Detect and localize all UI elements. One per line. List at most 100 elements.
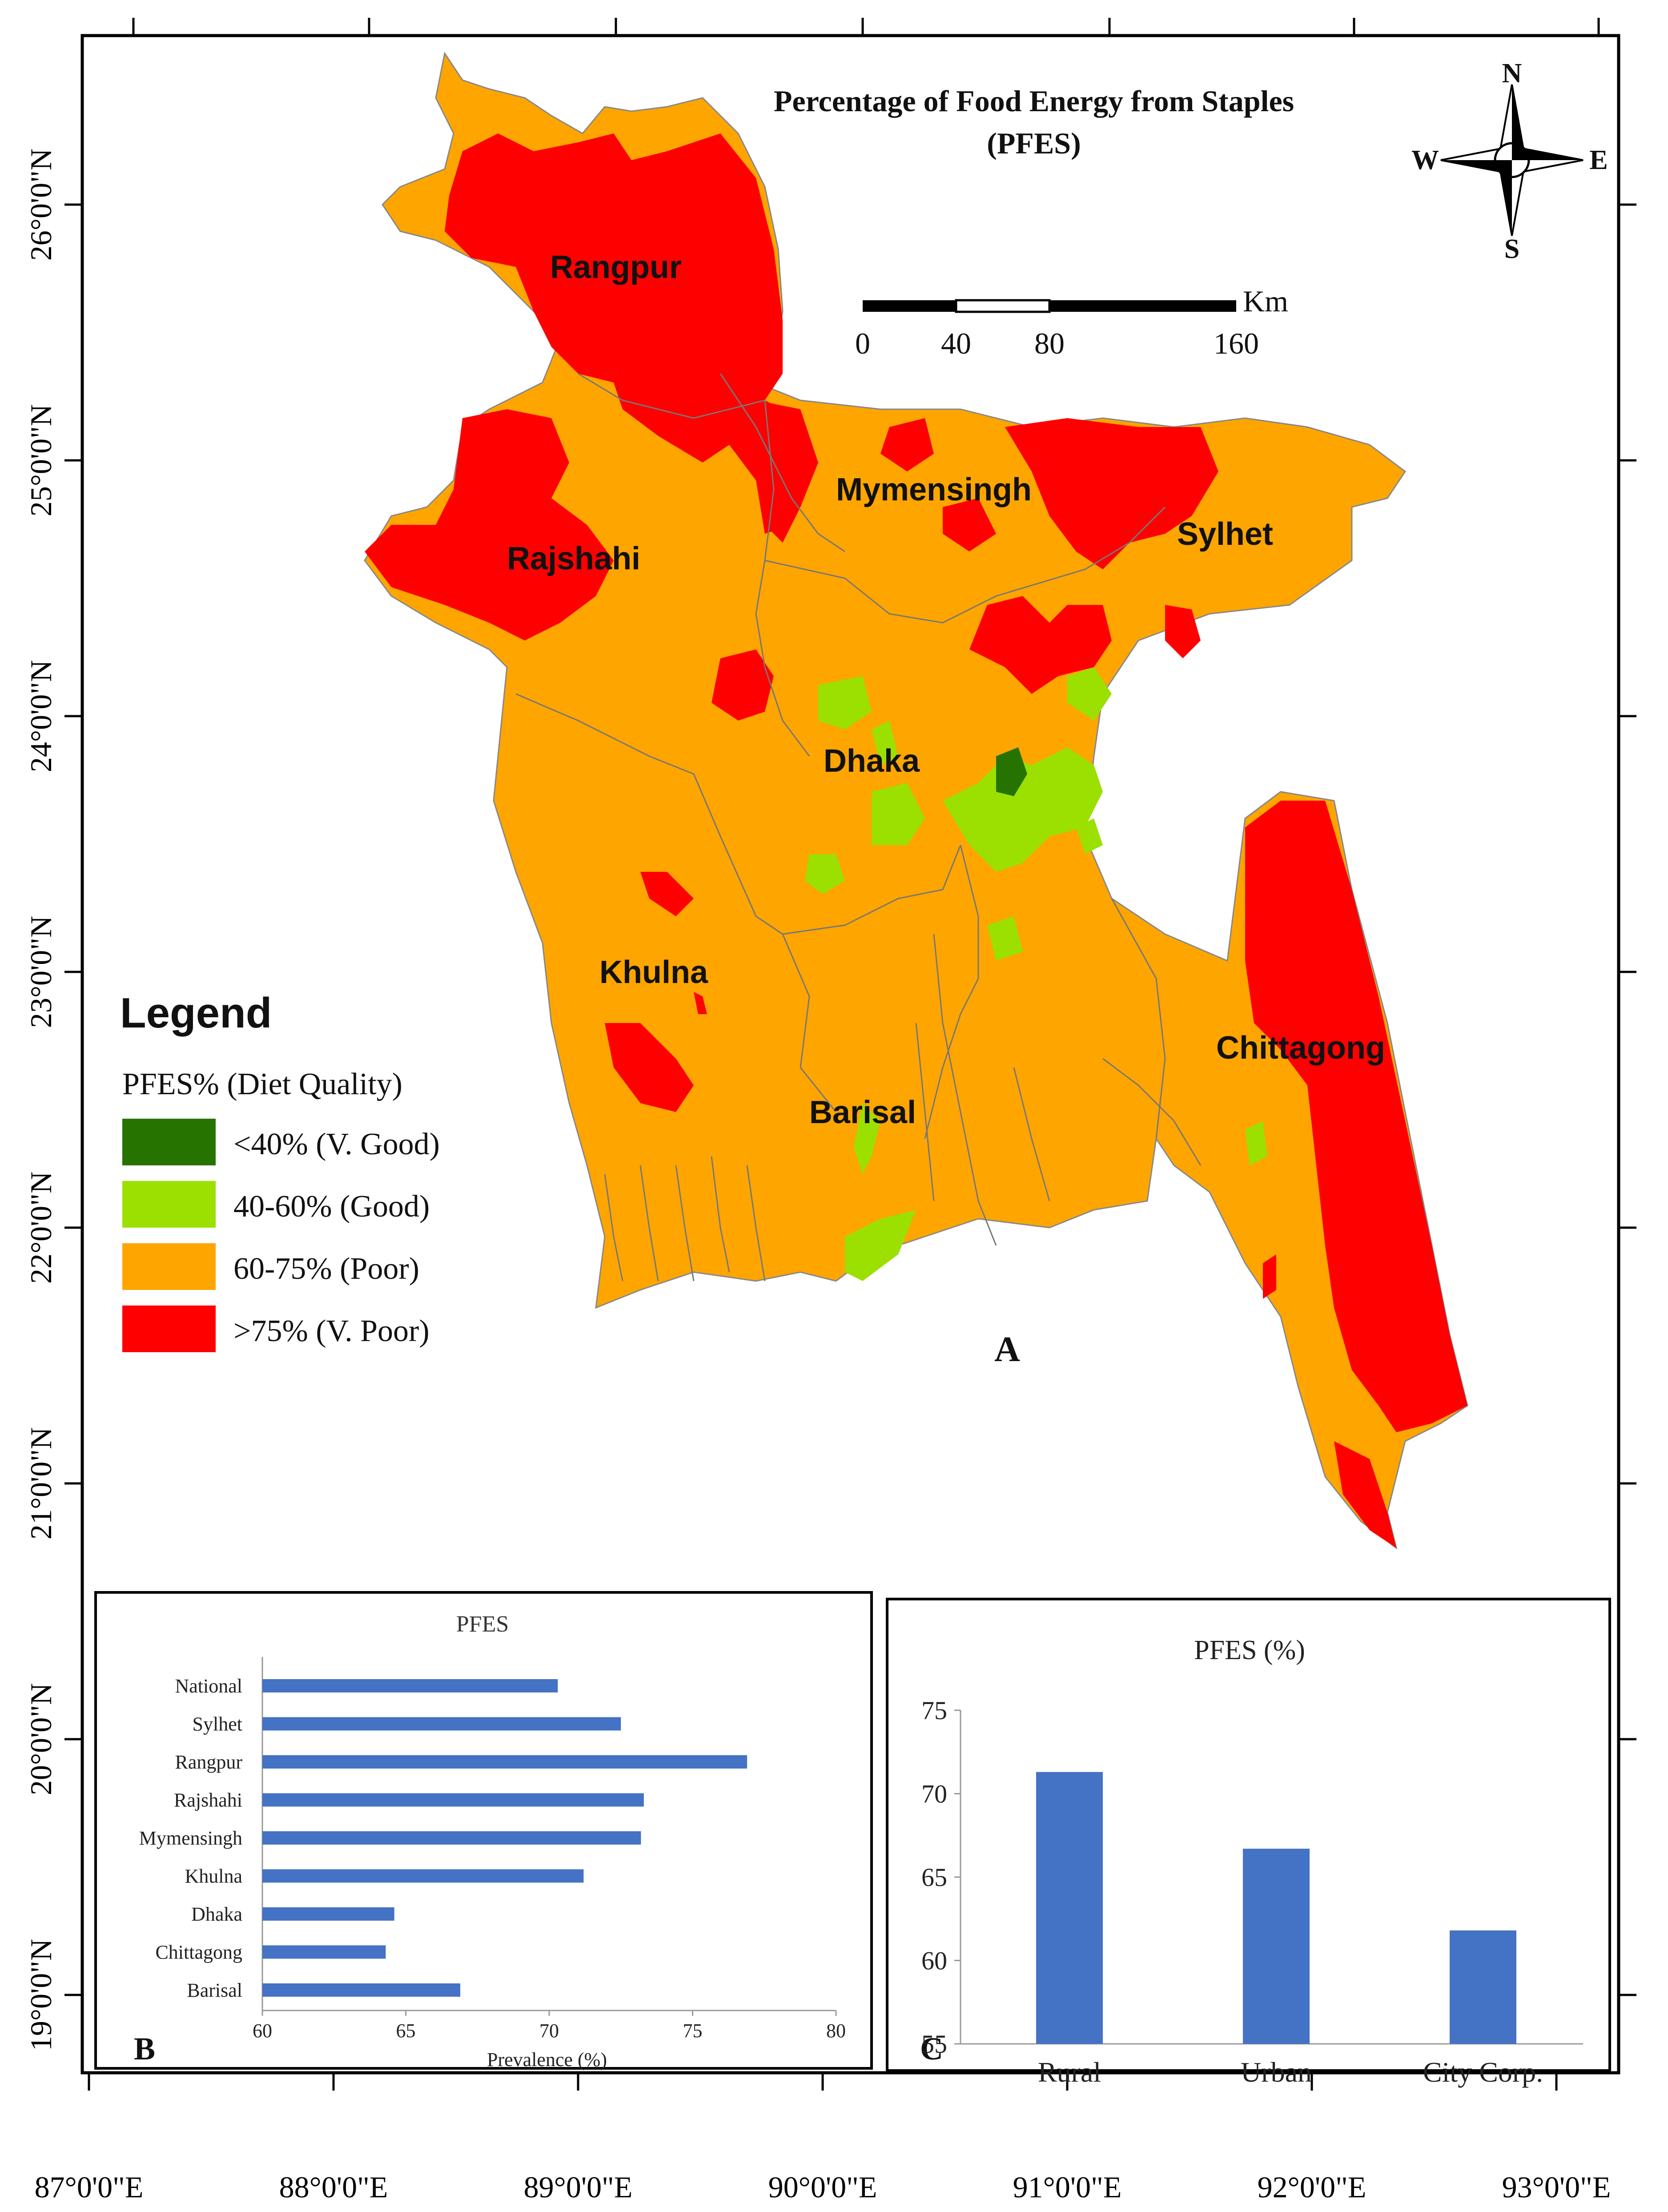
y-tick-label: 55: [921, 2030, 947, 2059]
panel-c-letter: C: [920, 2031, 943, 2067]
legend-swatch: [122, 1119, 216, 1165]
legend-subtitle: PFES% (Diet Quality): [122, 1067, 402, 1101]
compass-s: S: [1504, 234, 1519, 264]
frame-ticks: [64, 18, 1636, 2091]
delta-rivers: [604, 934, 1202, 1281]
north-arrow-icon: [1440, 84, 1584, 236]
bar-city-corp-: [1450, 1930, 1516, 2044]
x-tick-label: 70: [539, 2020, 559, 2042]
bar-rangpur: [262, 1755, 748, 1769]
panel-c: PFES (%) C 55 60 65 70 75 Rural Urban City Cor…: [886, 1598, 1611, 2088]
legend: Legend PFES% (Diet Quality) <40% (V. Goo…: [120, 989, 440, 1352]
bar-rural: [1036, 1772, 1103, 2044]
division-boundaries: [515, 373, 1166, 1139]
compass-w: W: [1411, 145, 1439, 175]
legend-label: 40-60% (Good): [233, 1189, 430, 1224]
lat-label: 26°0'0"N: [24, 149, 58, 261]
category-label: Khulna: [185, 1865, 242, 1887]
map-title: Percentage of Food Energy from Staples (…: [774, 84, 1294, 160]
map-title-line1: Percentage of Food Energy from Staples: [774, 84, 1294, 118]
category-label: Dhaka: [191, 1903, 242, 1925]
legend-swatch: [122, 1305, 216, 1352]
bar-rajshahi: [262, 1793, 644, 1807]
latitude-labels: 26°0'0"N 25°0'0"N 24°0'0"N 23°0'0"N 22°0…: [24, 149, 58, 2051]
panel-b-frame: [94, 1591, 873, 2070]
scale-tick: 160: [1214, 326, 1259, 360]
scale-tick: 0: [855, 326, 870, 360]
legend-swatch: [122, 1243, 216, 1290]
panel-b-title: PFES: [456, 1612, 509, 1637]
category-label: Rural: [1038, 2056, 1101, 2088]
compass-e: E: [1589, 145, 1608, 175]
bar-chittagong: [262, 1945, 386, 1959]
panel-b: PFES Prevalence (%) B National Sylhet Rang…: [94, 1591, 873, 2071]
bar-dhaka: [262, 1907, 394, 1921]
very-good-region: [996, 747, 1027, 796]
lat-label: 25°0'0"N: [24, 404, 58, 516]
division-label: Barisal: [809, 1095, 916, 1130]
lon-label: 93°0'0"E: [1502, 2170, 1611, 2204]
category-label: Chittagong: [155, 1942, 242, 1963]
category-label: Sylhet: [193, 1713, 242, 1735]
division-label: Mymensingh: [836, 472, 1032, 508]
compass-n: N: [1502, 58, 1522, 89]
bar-mymensingh: [262, 1831, 641, 1845]
panel-letter-a: A: [994, 1330, 1020, 1369]
good-regions: [805, 667, 1267, 1281]
compass-letters: N S W E: [1411, 58, 1608, 264]
bangladesh-map: [364, 52, 1468, 1550]
legend-title: Legend: [120, 989, 272, 1037]
scale-tick: 80: [1034, 326, 1065, 360]
panel-c-title: PFES (%): [1194, 1635, 1305, 1665]
longitude-labels: 87°0'0"E 88°0'0"E 89°0'0"E 90°0'0"E 91°0…: [35, 2170, 1611, 2204]
category-label: National: [175, 1675, 242, 1697]
x-tick-label: 75: [683, 2020, 703, 2042]
division-label: Rajshahi: [507, 541, 640, 576]
scale-unit: Km: [1243, 284, 1288, 318]
lon-label: 92°0'0"E: [1258, 2170, 1367, 2204]
category-label: Urban: [1241, 2056, 1312, 2088]
x-tick-label: 65: [396, 2020, 416, 2042]
lon-label: 88°0'0"E: [279, 2170, 388, 2204]
lat-label: 19°0'0"N: [24, 1939, 58, 2051]
y-tick-label: 75: [921, 1696, 947, 1725]
lon-label: 89°0'0"E: [524, 2170, 633, 2204]
scale-labels: Km 0 40 80 160: [855, 284, 1288, 360]
legend-label: 60-75% (Poor): [233, 1252, 419, 1286]
map-title-line2: (PFES): [987, 126, 1081, 160]
bar-barisal: [262, 1983, 461, 1997]
y-tick-label: 60: [921, 1946, 947, 1975]
legend-label: <40% (V. Good): [233, 1127, 440, 1161]
category-label: Mymensingh: [139, 1827, 242, 1849]
category-label: Rangpur: [175, 1751, 242, 1773]
lat-label: 24°0'0"N: [24, 660, 58, 772]
lon-label: 90°0'0"E: [768, 2170, 877, 2204]
division-label: Sylhet: [1177, 516, 1273, 552]
bar-sylhet: [262, 1717, 621, 1731]
lat-label: 23°0'0"N: [24, 916, 58, 1028]
scale-bar: [863, 299, 1236, 313]
division-label: Rangpur: [550, 250, 682, 285]
division-label: Dhaka: [824, 743, 920, 779]
panel-b-xlabel: Prevalence (%): [487, 2049, 607, 2071]
lat-label: 22°0'0"N: [24, 1172, 58, 1284]
division-label: Khulna: [599, 955, 708, 990]
x-tick-label: 60: [253, 2020, 272, 2042]
x-tick-label: 80: [826, 2020, 846, 2042]
scale-tick: 40: [941, 326, 971, 360]
legend-swatch: [122, 1181, 216, 1228]
lat-label: 20°0'0"N: [24, 1683, 58, 1795]
y-tick-label: 65: [921, 1863, 947, 1892]
category-label: Rajshahi: [174, 1789, 242, 1811]
panel-b-letter: B: [134, 2031, 155, 2067]
bar-urban: [1243, 1849, 1310, 2044]
bar-national: [262, 1679, 558, 1692]
bar-khulna: [262, 1869, 584, 1883]
category-label: City Corp.: [1423, 2056, 1543, 2088]
category-label: Barisal: [187, 1979, 242, 2001]
division-label: Chittagong: [1216, 1030, 1385, 1066]
y-tick-label: 70: [921, 1780, 947, 1809]
lat-label: 21°0'0"N: [24, 1427, 58, 1539]
division-labels: Rangpur Mymensingh Rajshahi Sylhet Dhaka…: [507, 250, 1385, 1130]
